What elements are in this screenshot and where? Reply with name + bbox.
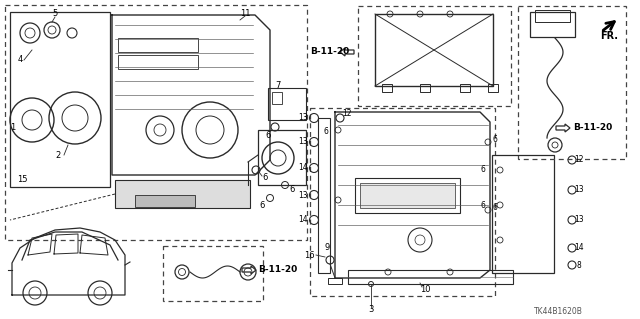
Bar [488,84,498,92]
Text: 4: 4 [17,56,22,64]
Bar [518,6,626,159]
Bar [258,130,306,185]
Text: 5: 5 [52,9,58,18]
Bar [5,5,307,240]
Bar [272,92,282,104]
Bar [310,108,495,296]
Text: 13: 13 [298,137,308,146]
Bar [135,195,195,207]
Text: 14: 14 [298,164,308,173]
Text: 6: 6 [259,201,265,210]
Text: 13: 13 [298,190,308,199]
Text: 9: 9 [324,243,330,253]
Text: 2: 2 [56,151,61,160]
Bar [348,270,513,284]
Bar [530,12,575,37]
Text: 16: 16 [305,250,315,259]
Text: 13: 13 [574,186,584,195]
Bar [118,38,198,52]
Text: 6: 6 [262,174,268,182]
Text: 6: 6 [323,128,328,137]
Text: 11: 11 [240,9,250,18]
Text: B-11-20: B-11-20 [258,265,297,275]
Bar [318,118,330,273]
Text: TK44B1620B: TK44B1620B [534,307,582,315]
Bar [382,84,392,92]
Text: 13: 13 [574,216,584,225]
Bar [358,6,511,106]
Text: 7: 7 [275,80,281,90]
Text: 14: 14 [574,243,584,253]
Text: 12: 12 [574,155,584,165]
Bar [355,178,460,213]
Bar [118,55,198,69]
Bar [375,14,493,86]
Text: 6: 6 [493,204,497,212]
Text: 10: 10 [420,286,430,294]
Bar [115,180,250,208]
Bar [535,10,570,22]
Text: B-11-20: B-11-20 [310,48,349,56]
Text: 14: 14 [298,216,308,225]
Bar [328,278,342,284]
Bar [460,84,470,92]
Text: 13: 13 [298,114,308,122]
Bar [268,88,306,120]
Text: 6: 6 [480,201,485,210]
Text: 6: 6 [480,166,485,174]
Text: 12: 12 [342,108,352,117]
Text: 6: 6 [266,130,271,139]
Text: 8: 8 [577,261,581,270]
Bar [420,84,430,92]
Text: 3: 3 [368,306,374,315]
Text: 15: 15 [17,175,28,184]
Text: 1: 1 [10,123,15,132]
Text: 6: 6 [493,136,497,145]
Bar [163,246,263,301]
Text: B-11-20: B-11-20 [573,123,612,132]
Text: 6: 6 [289,186,294,195]
Text: FR.: FR. [600,31,618,41]
Bar [360,183,455,208]
Bar [492,155,554,273]
Bar [10,12,110,187]
